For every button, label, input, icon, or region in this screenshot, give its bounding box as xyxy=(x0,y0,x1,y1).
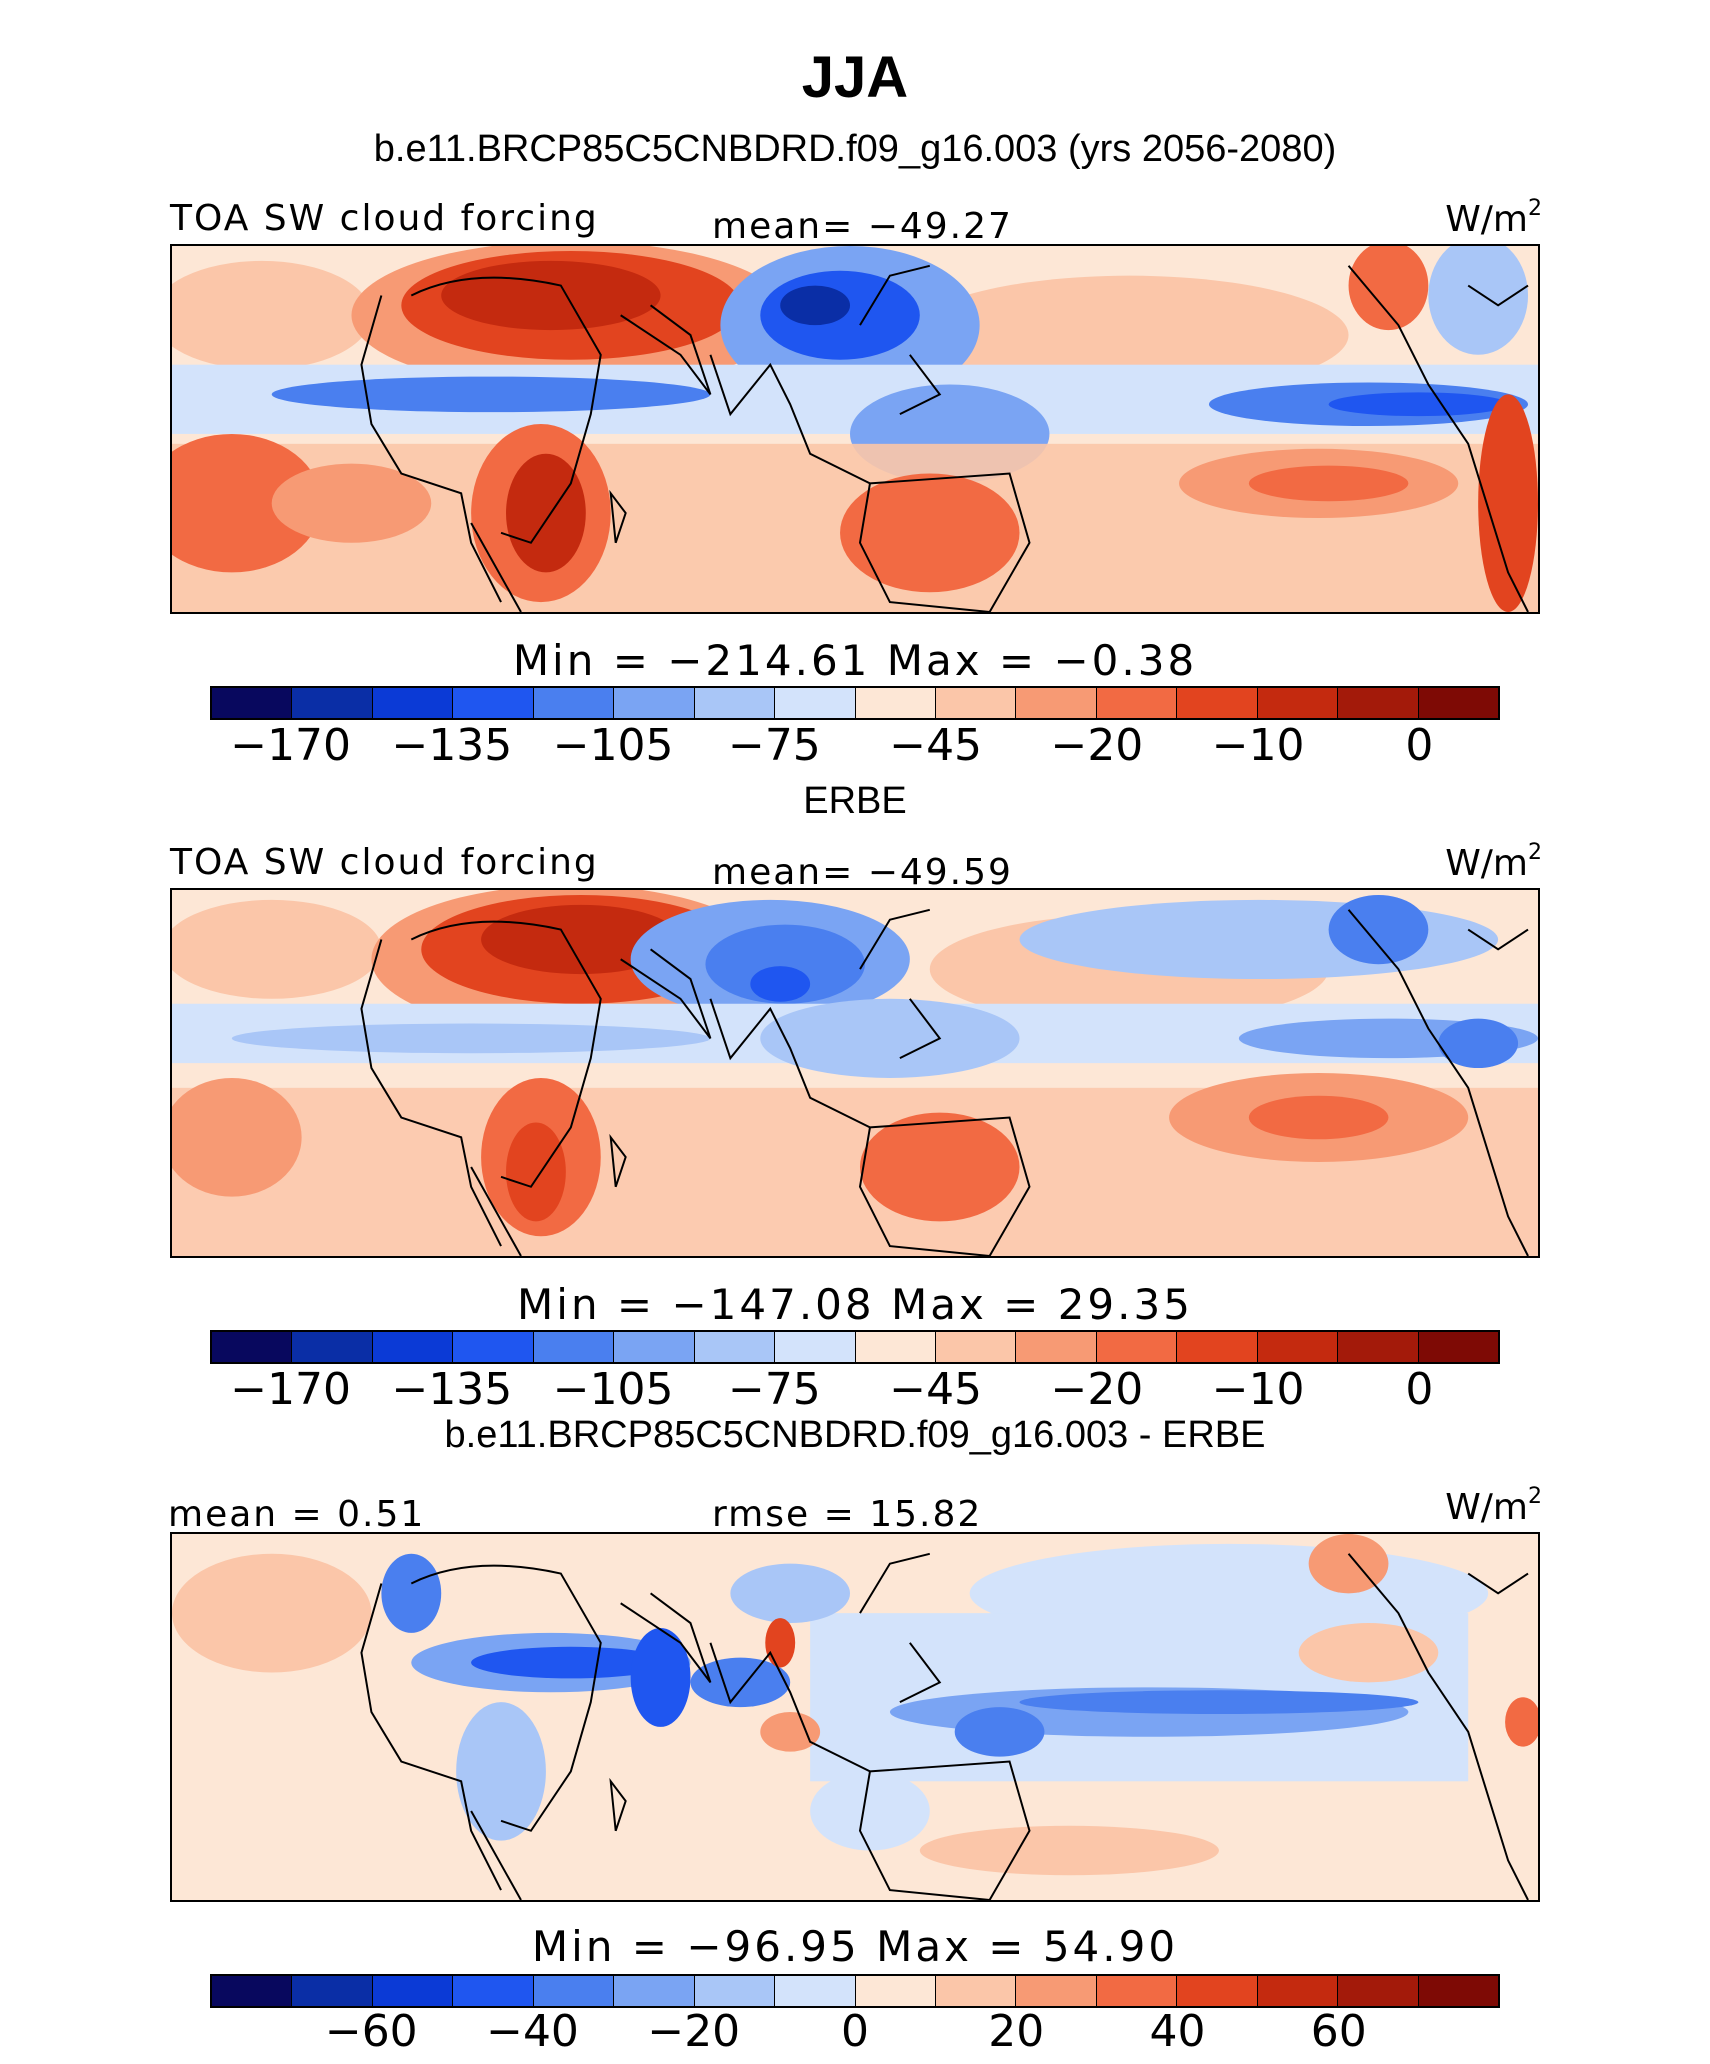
colorbar-tick-label: −75 xyxy=(727,720,821,771)
colorbar-swatch xyxy=(1177,1332,1258,1362)
colorbar-swatch xyxy=(1257,1976,1339,2006)
panel1-map xyxy=(170,244,1540,614)
colorbar-swatch xyxy=(855,688,936,718)
panel3-colorbar xyxy=(210,1974,1500,2008)
panel2-colorbar xyxy=(210,1330,1500,1364)
colorbar-tick-label: −105 xyxy=(552,720,674,771)
panel3-mean-label: mean = 0.51 xyxy=(168,1494,426,1535)
colorbar-swatch xyxy=(1096,1976,1178,2006)
colorbar-tick-label: −10 xyxy=(1211,720,1305,771)
colorbar-tick-label: 60 xyxy=(1310,2006,1367,2057)
colorbar-tick-label: −40 xyxy=(486,2006,579,2057)
panel1-mean-label: mean= −49.27 xyxy=(712,206,1013,247)
colorbar-swatch xyxy=(1418,1976,1498,2006)
colorbar-tick-label: −45 xyxy=(889,1364,983,1415)
panel2-min-max: Min = −147.08 Max = 29.35 xyxy=(517,1280,1193,1329)
colorbar-swatch xyxy=(614,1332,695,1362)
colorbar-swatch xyxy=(533,1976,615,2006)
colorbar-swatch xyxy=(1016,1976,1097,2006)
colorbar-swatch xyxy=(694,1332,776,1362)
colorbar-swatch xyxy=(453,1332,534,1362)
panel3-unit: W/m2 xyxy=(1445,1484,1542,1528)
colorbar-tick-label: −105 xyxy=(552,1364,674,1415)
colorbar-tick-label: 0 xyxy=(1405,1364,1434,1415)
colorbar-swatch xyxy=(775,1332,856,1362)
colorbar-tick-label: 20 xyxy=(988,2006,1045,2057)
colorbar-tick-label: −170 xyxy=(230,1364,352,1415)
colorbar-tick-label: −60 xyxy=(324,2006,418,2057)
panel1-colorbar xyxy=(210,686,1500,720)
colorbar-swatch xyxy=(694,1976,776,2006)
colorbar-swatch xyxy=(935,1976,1017,2006)
colorbar-tick-label: −170 xyxy=(230,720,352,771)
panel3-min-max: Min = −96.95 Max = 54.90 xyxy=(531,1922,1179,1971)
colorbar-swatch xyxy=(453,1976,534,2006)
colorbar-swatch xyxy=(775,1976,856,2006)
colorbar-tick-label: −20 xyxy=(1050,720,1144,771)
panel2-map xyxy=(170,888,1540,1258)
colorbar-tick-label: −10 xyxy=(1211,1364,1305,1415)
colorbar-swatch xyxy=(1338,1976,1419,2006)
colorbar-swatch xyxy=(1257,1332,1339,1362)
colorbar-swatch xyxy=(372,1332,454,1362)
colorbar-swatch xyxy=(292,688,373,718)
panel2-heading: ERBE xyxy=(803,780,907,822)
colorbar-swatch xyxy=(372,1976,454,2006)
colorbar-swatch xyxy=(533,688,615,718)
colorbar-swatch xyxy=(212,1976,293,2006)
colorbar-swatch xyxy=(292,1332,373,1362)
colorbar-swatch xyxy=(1096,1332,1178,1362)
colorbar-tick-label: 40 xyxy=(1149,2006,1206,2057)
colorbar-swatch xyxy=(372,688,454,718)
colorbar-swatch xyxy=(614,1976,695,2006)
colorbar-tick-label: −135 xyxy=(391,720,513,771)
panel1-variable-label: TOA SW cloud forcing xyxy=(170,198,599,239)
figure-title: JJA xyxy=(801,45,909,110)
colorbar-tick-label: 0 xyxy=(1405,720,1434,771)
colorbar-swatch xyxy=(212,1332,293,1362)
panel3-map xyxy=(170,1532,1540,1902)
panel2-unit: W/m2 xyxy=(1445,840,1542,884)
panel3-rmse-label: rmse = 15.82 xyxy=(712,1494,983,1535)
colorbar-swatch xyxy=(453,688,534,718)
colorbar-tick-label: −45 xyxy=(889,720,983,771)
colorbar-tick-label: −20 xyxy=(647,2006,741,2057)
colorbar-tick-label: −135 xyxy=(391,1364,513,1415)
colorbar-swatch xyxy=(855,1332,936,1362)
colorbar-swatch xyxy=(1338,688,1419,718)
colorbar-swatch xyxy=(694,688,776,718)
panel1-unit: W/m2 xyxy=(1445,196,1542,240)
panel1-heading: b.e11.BRCP85C5CNBDRD.f09_g16.003 (yrs 20… xyxy=(373,128,1337,170)
colorbar-swatch xyxy=(1418,688,1498,718)
colorbar-swatch xyxy=(1338,1332,1419,1362)
colorbar-swatch xyxy=(614,688,695,718)
panel2-variable-label: TOA SW cloud forcing xyxy=(170,842,599,883)
colorbar-swatch xyxy=(1177,688,1258,718)
colorbar-tick-label: 0 xyxy=(841,2006,869,2057)
colorbar-swatch xyxy=(935,1332,1017,1362)
colorbar-swatch xyxy=(1257,688,1339,718)
colorbar-swatch xyxy=(935,688,1017,718)
panel2-mean-label: mean= −49.59 xyxy=(712,852,1013,893)
colorbar-tick-label: −75 xyxy=(727,1364,821,1415)
colorbar-swatch xyxy=(1016,688,1097,718)
colorbar-swatch xyxy=(212,688,293,718)
colorbar-swatch xyxy=(1016,1332,1097,1362)
colorbar-swatch xyxy=(775,688,856,718)
colorbar-tick-label: −20 xyxy=(1050,1364,1144,1415)
colorbar-swatch xyxy=(1096,688,1178,718)
colorbar-swatch xyxy=(855,1976,936,2006)
panel1-min-max: Min = −214.61 Max = −0.38 xyxy=(512,636,1198,685)
colorbar-swatch xyxy=(533,1332,615,1362)
colorbar-swatch xyxy=(1177,1976,1258,2006)
panel3-heading: b.e11.BRCP85C5CNBDRD.f09_g16.003 - ERBE xyxy=(444,1414,1266,1456)
colorbar-swatch xyxy=(292,1976,373,2006)
colorbar-swatch xyxy=(1418,1332,1498,1362)
